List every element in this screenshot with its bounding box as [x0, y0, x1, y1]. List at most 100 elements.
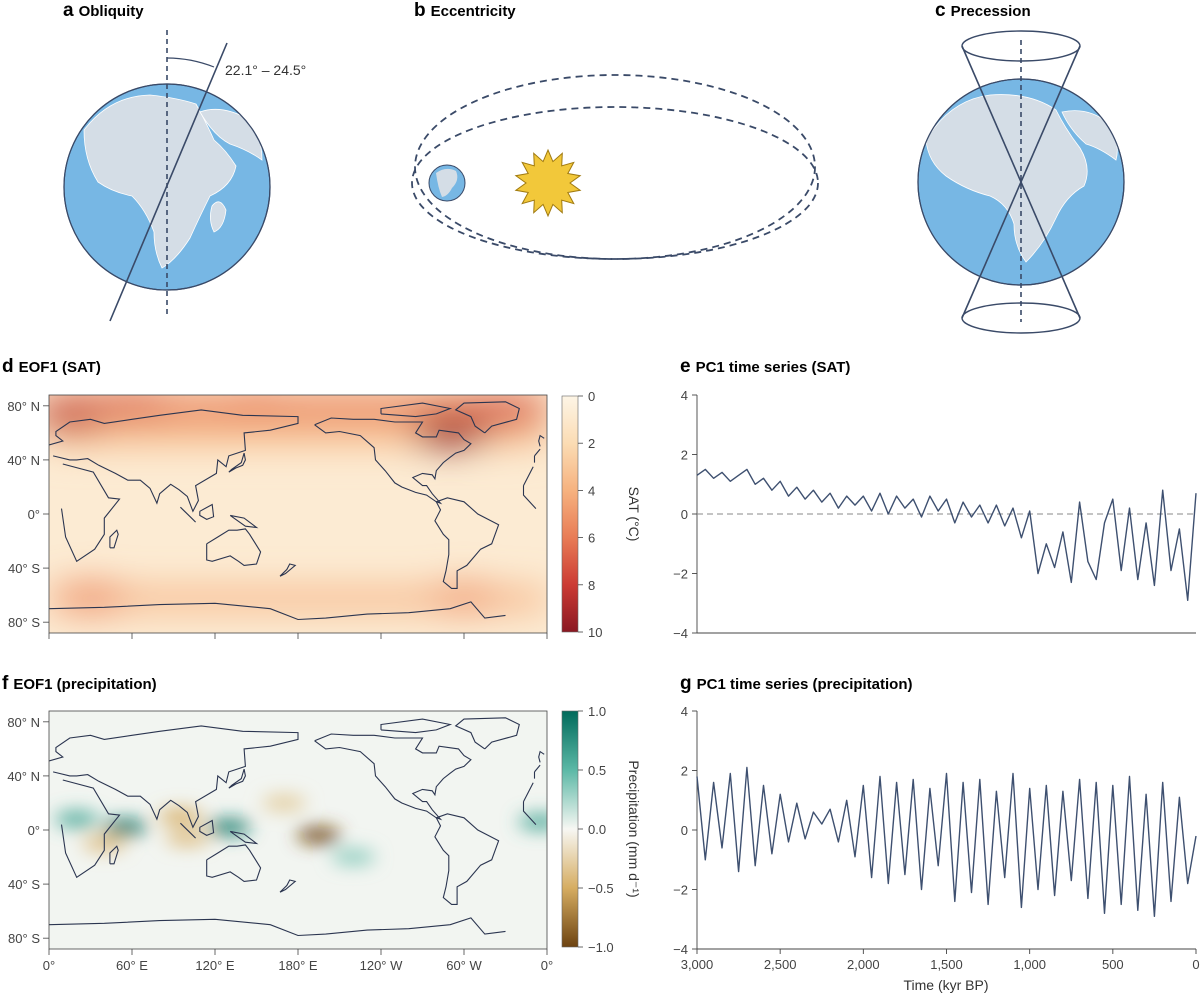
cb-d-label-5: 10	[588, 625, 602, 640]
pc1-precip-ytick-label-0: 4	[681, 704, 688, 719]
lon-label-f-0: 0°	[43, 958, 55, 973]
map-d-coast-10	[229, 514, 259, 529]
pc1-precip-ytick-label-4: −4	[673, 942, 688, 957]
orbit-circular	[411, 106, 819, 260]
panel-a-title: Obliquity	[79, 3, 145, 20]
panel-a-obliquity: a Obliquity 22.1° – 24.5°	[63, 0, 306, 322]
colorbar-precip-label: Precipitation (mm d⁻¹)	[626, 760, 642, 897]
orbit-elliptical	[414, 74, 816, 260]
panel-d-letter: d	[2, 356, 14, 377]
pc1-precip-series-0	[696, 766, 1197, 917]
sat-hotspot-4	[52, 583, 129, 612]
panel-g-title: PC1 time series (precipitation)	[697, 676, 913, 693]
lat-label-f-1: 40° N	[7, 769, 40, 784]
lon-label-f-3: 180° E	[278, 958, 318, 973]
pc1-precip-ytick-label-3: −2	[673, 883, 688, 898]
map-f-coast-12	[109, 845, 119, 865]
panel-d-eof1-sat: d EOF1 (SAT) 80° N 40° N 0° 40° S 80° S 0 2 4 6 8…	[2, 356, 642, 640]
panel-c-title: Precession	[951, 3, 1031, 20]
map-d-coast-13	[279, 563, 297, 577]
map-d-coast-5	[434, 497, 500, 589]
pr-hotspot-0	[103, 819, 148, 836]
pc1-precip-xtick-label-6: 0	[1192, 957, 1199, 972]
map-d-coast-7	[228, 452, 246, 473]
pr-hotspot-6	[165, 830, 210, 847]
sat-hotspot-3	[467, 398, 544, 427]
map-f-coast-0	[60, 779, 537, 879]
pc1-sat-ytick-label-0: 4	[681, 388, 688, 403]
map-f-coast-7	[228, 768, 246, 789]
cb-d-label-1: 2	[588, 436, 595, 451]
map-d-coast-6	[49, 601, 506, 621]
map-f-coast-14	[380, 718, 453, 734]
lat-label-d-3: 40° S	[8, 561, 40, 576]
pc1-precip-ytick-label-1: 2	[681, 764, 688, 779]
map-d-coast-8	[180, 506, 196, 523]
lon-label-f-4: 120° W	[360, 958, 404, 973]
pc1-sat-ytick-label-3: −2	[673, 567, 688, 582]
panel-b-title: Eccentricity	[431, 3, 517, 20]
map-d-coast-9	[199, 503, 215, 521]
panel-c-precession: c Precession	[917, 0, 1125, 334]
map-f-coast-8	[180, 822, 196, 839]
panel-b-eccentricity: b Eccentricity	[411, 0, 819, 260]
pc1-sat-ytick-label-4: −4	[673, 626, 688, 641]
lat-label-d-1: 40° N	[7, 453, 40, 468]
pr-hotspot-5	[158, 808, 203, 825]
map-d-coast-11	[538, 434, 545, 447]
colorbar-sat: 0 2 4 6 8 10 SAT (°C)	[561, 389, 642, 640]
panel-a-letter: a	[63, 0, 74, 21]
panel-d-title: EOF1 (SAT)	[19, 359, 101, 376]
map-f-coast-11	[538, 750, 545, 763]
pc1-precip-xtick-label-5: 500	[1102, 957, 1124, 972]
pc1-precip-ytick-label-2: 0	[681, 823, 688, 838]
map-f-coast-10	[229, 830, 259, 845]
cb-d-label-2: 4	[588, 483, 595, 498]
cb-f-label-3: −0.5	[588, 881, 614, 896]
sat-hotspot-2	[94, 395, 170, 420]
lon-label-f-2: 120° E	[195, 958, 235, 973]
lat-label-d-2: 0°	[28, 507, 40, 522]
precession-cone-bottom	[961, 302, 1081, 334]
cb-f-label-1: 0.5	[588, 763, 606, 778]
map-f-coast-5	[434, 813, 500, 905]
colorbar-precip: 1.0 0.5 0.0 −0.5 −1.0 Precipitation (mm d⁻¹)	[561, 704, 642, 955]
cb-d-label-3: 6	[588, 531, 595, 546]
map-f-coast-9	[199, 819, 215, 837]
map-f-coast-6	[49, 917, 506, 937]
cb-d-label-0: 0	[588, 389, 595, 404]
map-d-coast-12	[109, 529, 119, 549]
lon-label-f-6: 0°	[541, 958, 553, 973]
small-earth-icon	[428, 164, 466, 202]
panel-f-eof1-precip: f EOF1 (precipitation) 80° N 40° N 0° 40° S 8…	[2, 673, 642, 973]
map-d-coast-4	[314, 417, 472, 505]
cb-f-label-4: −1.0	[588, 940, 614, 955]
lon-label-f-1: 60° E	[116, 958, 148, 973]
lon-label-f-5: 60° W	[446, 958, 482, 973]
map-f-coast-3	[454, 717, 520, 750]
pr-hotspot-2	[206, 819, 251, 836]
panel-g-letter: g	[680, 673, 692, 694]
lat-label-f-3: 40° S	[8, 877, 40, 892]
panel-e-pc1-sat: e PC1 time series (SAT) 4 2 0 −2 −4	[673, 356, 1197, 641]
lat-label-d-4: 80° S	[8, 615, 40, 630]
lat-label-f-2: 0°	[28, 823, 40, 838]
cb-f-label-0: 1.0	[588, 704, 606, 719]
pc1-sat-ytick-label-1: 2	[681, 448, 688, 463]
tilted-axis-a	[109, 42, 228, 322]
x-axis-label: Time (kyr BP)	[903, 977, 988, 993]
map-d-coast-2	[206, 528, 262, 566]
pc1-precip-xtick-label-3: 1,500	[930, 957, 963, 972]
panel-c-letter: c	[935, 0, 946, 21]
map-d-coast-3	[454, 401, 520, 434]
precession-cone-top	[961, 30, 1081, 62]
map-f-coast-13	[279, 879, 297, 893]
pc1-sat-series-0	[696, 468, 1197, 601]
map-f-coast-2	[206, 844, 262, 882]
